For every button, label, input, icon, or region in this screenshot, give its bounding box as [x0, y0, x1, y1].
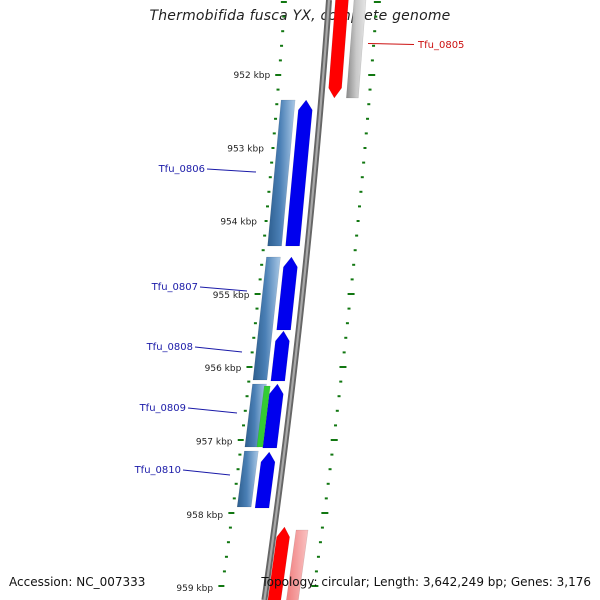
tfu-0807-cds	[276, 256, 298, 331]
downstream-gene-pink	[286, 529, 309, 600]
genome-backbone-highlight	[263, 0, 331, 600]
gene-label-layer: Tfu_0805 Tfu_0806 Tfu_0807 Tfu_0808 Tfu_0809…	[134, 40, 465, 476]
tfu-0810-gene	[236, 450, 259, 508]
tfu-0808-label: Tfu_0808	[146, 342, 193, 353]
tfu-0809-label: Tfu_0809	[139, 403, 186, 414]
scale-label: 958 kbp	[186, 511, 223, 521]
tfu-0806-leader-line	[206, 168, 257, 173]
tfu-0809-cds	[262, 383, 284, 449]
tfu-0805-gene-grey	[346, 0, 367, 99]
tfu-0805-label: Tfu_0805	[417, 40, 464, 51]
topology-text: Topology: circular; Length: 3,642,249 bp…	[261, 575, 591, 589]
feature-layer	[236, 0, 367, 600]
tfu-0806-gene	[267, 99, 296, 247]
scale-label: 952 kbp	[234, 71, 271, 81]
scale-label: 956 kbp	[205, 364, 242, 374]
scale-label: 959 kbp	[176, 584, 213, 594]
scale-labels: 952 kbp 953 kbp 954 kbp 955 kbp 956 kbp 957 k…	[176, 71, 270, 594]
scale-label: 957 kbp	[196, 438, 233, 448]
downstream-gene-red	[267, 526, 290, 600]
tfu-0808-leader-line	[194, 346, 243, 353]
tfu-0807-gene	[252, 256, 281, 381]
map-title: Thermobifida fusca YX, complete genome	[149, 8, 451, 24]
tfu-0805-gene-red	[328, 0, 349, 99]
tfu-0805-leader-line	[367, 43, 415, 45]
tfu-0810-cds	[254, 451, 276, 509]
tfu-0810-label: Tfu_0810	[134, 465, 181, 476]
inner-tick-marks	[218, 1, 287, 587]
backbone-layer	[261, 0, 332, 600]
tfu-0808-cds	[270, 330, 290, 382]
tfu-0809-leader-line	[187, 407, 238, 414]
tfu-0807-leader-line	[199, 286, 248, 292]
tfu-0806-cds	[285, 99, 313, 247]
scale-label: 955 kbp	[213, 291, 250, 301]
accession-text: Accession: NC_007333	[9, 575, 146, 589]
outer-tick-marks	[311, 1, 381, 587]
tfu-0806-label: Tfu_0806	[158, 164, 205, 175]
tfu-0810-leader-line	[182, 469, 231, 476]
scale-label: 954 kbp	[220, 218, 257, 228]
tfu-0809-rna	[256, 385, 271, 448]
scale-label: 953 kbp	[227, 144, 264, 154]
tfu-0807-label: Tfu_0807	[151, 282, 198, 293]
